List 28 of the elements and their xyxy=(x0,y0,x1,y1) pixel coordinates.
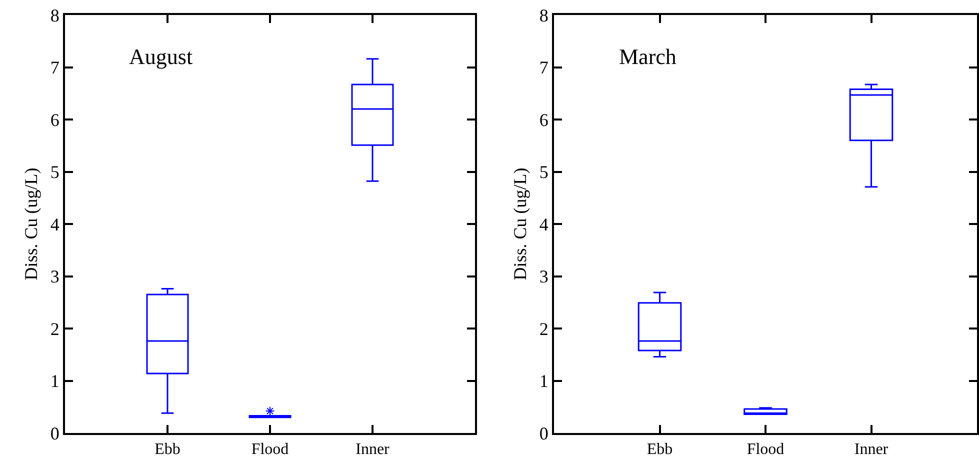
y-tick-label: 3 xyxy=(50,266,60,287)
y-tick-label: 8 xyxy=(539,5,548,26)
y-axis-title: Diss. Cu (ug/L) xyxy=(21,168,42,280)
y-tick-label: 2 xyxy=(50,318,60,339)
y-tick-label: 4 xyxy=(50,214,60,234)
y-tick-label: 6 xyxy=(539,110,548,130)
y-tick-label: 4 xyxy=(539,214,548,234)
y-tick-label: 0 xyxy=(50,423,60,444)
y-tick-label: 1 xyxy=(539,371,548,392)
annotation: March xyxy=(619,44,676,69)
y-axis-title: Diss. Cu (ug/L) xyxy=(510,168,530,280)
y-tick-label: 5 xyxy=(50,162,60,182)
y-tick-label: 8 xyxy=(50,5,60,26)
y-tick-label: 5 xyxy=(539,162,548,182)
annotation: August xyxy=(129,44,193,69)
y-tick-label: 6 xyxy=(50,110,60,130)
x-tick-label: Ebb xyxy=(646,441,673,458)
x-tick-label: Ebb xyxy=(154,441,180,458)
y-tick-label: 1 xyxy=(50,371,60,392)
y-tick-label: 2 xyxy=(539,318,548,339)
x-tick-label: Inner xyxy=(854,441,889,458)
y-tick-label: 3 xyxy=(539,266,548,287)
x-tick-label: Inner xyxy=(356,441,390,458)
y-tick-label: 7 xyxy=(539,58,548,78)
x-tick-label: Flood xyxy=(746,441,784,458)
y-tick-label: 7 xyxy=(50,58,60,78)
x-tick-label: Flood xyxy=(251,441,289,458)
y-tick-label: 0 xyxy=(539,423,548,444)
